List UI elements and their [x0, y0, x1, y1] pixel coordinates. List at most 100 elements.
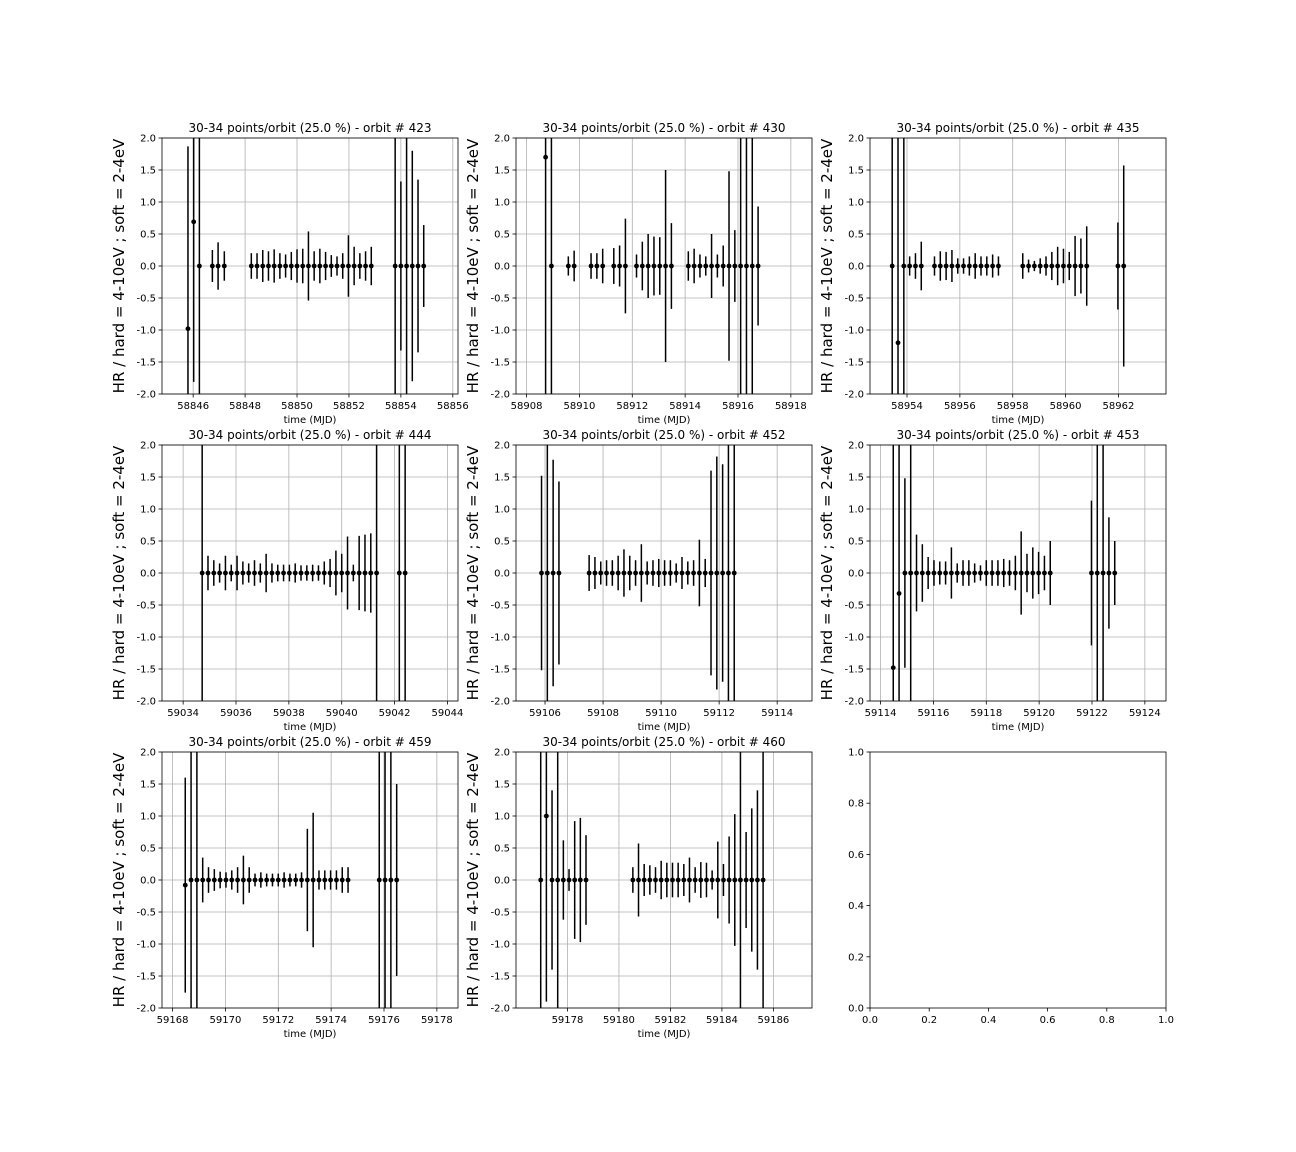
y-tick-label: -1.5 — [136, 972, 156, 983]
data-point — [316, 877, 322, 883]
x-tick-label: 0.0 — [862, 1015, 878, 1026]
y-tick-label: 1.0 — [140, 505, 156, 516]
data-point — [1043, 263, 1049, 269]
data-point — [1049, 263, 1055, 269]
data-series — [890, 445, 1118, 701]
data-point — [281, 877, 287, 883]
x-tick-label: 59106 — [529, 708, 561, 719]
data-point — [598, 570, 604, 576]
y-tick-label: -1.0 — [136, 940, 156, 951]
data-point — [943, 263, 949, 269]
x-tick-label: 58918 — [775, 401, 807, 412]
x-tick-label: 59110 — [645, 708, 677, 719]
y-tick-label: -2.0 — [490, 390, 510, 401]
chart-panel-3: -2.0 -1.5 -1.0 -0.5 0.0 0.5 1.0 1.5 2.0 58954 5895… — [818, 121, 1167, 426]
y-tick-label: 1.0 — [140, 812, 156, 823]
data-point — [714, 263, 720, 269]
data-point — [685, 570, 691, 576]
data-point — [749, 877, 755, 883]
data-point — [565, 263, 571, 269]
y-tick-label: 0.5 — [140, 844, 156, 855]
y-tick-label: -0.5 — [490, 908, 510, 919]
chart-title: 30-34 points/orbit (25.0 %) - orbit # 43… — [896, 121, 1139, 135]
data-point — [1007, 570, 1012, 576]
y-tick-label: -1.5 — [844, 665, 864, 676]
data-point — [663, 263, 668, 269]
data-point — [560, 877, 566, 883]
data-point — [1047, 570, 1053, 576]
data-point — [572, 877, 578, 883]
data-point — [217, 570, 223, 576]
data-point — [310, 877, 316, 883]
data-point — [298, 570, 304, 576]
x-tick-label: 59120 — [1023, 708, 1055, 719]
data-point — [621, 570, 627, 576]
data-point — [978, 570, 983, 576]
data-point — [206, 877, 211, 883]
x-tick-label: 58958 — [997, 401, 1029, 412]
data-point — [356, 570, 362, 576]
x-axis-label: time (MJD) — [284, 1029, 337, 1040]
data-point — [1100, 570, 1106, 576]
y-tick-label: -2.0 — [136, 697, 156, 708]
data-point — [205, 570, 211, 576]
data-point — [415, 263, 421, 269]
data-point — [1031, 263, 1037, 269]
data-point — [396, 570, 402, 576]
data-point — [662, 570, 667, 576]
y-tick-label: -2.0 — [136, 390, 156, 401]
x-tick-label: 0.4 — [980, 1015, 996, 1026]
data-point — [681, 877, 687, 883]
y-tick-label: 0.0 — [494, 262, 510, 273]
data-point — [656, 570, 662, 576]
data-point — [188, 877, 194, 883]
y-tick-label: 1.5 — [140, 780, 156, 791]
data-point — [943, 570, 948, 576]
data-point — [1012, 570, 1018, 576]
data-point — [1115, 263, 1121, 269]
data-point — [744, 263, 749, 269]
y-tick-label: 0.5 — [494, 844, 510, 855]
y-axis-label: HR / hard = 4-10eV ; soft = 2-4eV — [818, 138, 836, 393]
y-tick-label: 1.5 — [494, 473, 510, 484]
data-point — [634, 263, 639, 269]
data-point — [263, 570, 269, 576]
data-point — [1061, 263, 1066, 269]
data-point — [702, 570, 708, 576]
data-point — [644, 570, 650, 576]
data-point — [755, 263, 761, 269]
data-point — [1042, 570, 1047, 576]
data-point — [907, 263, 913, 269]
data-point — [199, 570, 205, 576]
data-point — [221, 263, 227, 269]
y-tick-label: 1.5 — [494, 166, 510, 177]
data-point — [704, 877, 709, 883]
x-tick-label: 59176 — [368, 1015, 400, 1026]
data-point — [1024, 570, 1030, 576]
data-point — [931, 570, 937, 576]
data-point — [200, 877, 206, 883]
data-point — [376, 877, 382, 883]
x-tick-label: 58856 — [437, 401, 469, 412]
y-tick-label: 0.5 — [140, 230, 156, 241]
data-point — [709, 263, 714, 269]
chart-panel-1: -2.0 -1.5 -1.0 -0.5 0.0 0.5 1.0 1.5 2.0 58846 5884… — [110, 121, 469, 426]
x-tick-label: 59180 — [603, 1015, 635, 1026]
data-point — [211, 570, 217, 576]
y-tick-label: 0.5 — [848, 230, 864, 241]
data-point — [639, 263, 645, 269]
data-point — [726, 263, 732, 269]
data-point — [685, 263, 691, 269]
y-axis-label: HR / hard = 4-10eV ; soft = 2-4eV — [464, 752, 482, 1007]
data-point — [984, 263, 990, 269]
data-point — [544, 570, 550, 576]
data-point — [760, 877, 766, 883]
y-tick-label: 0.0 — [140, 262, 156, 273]
data-point — [901, 263, 907, 269]
data-point — [949, 263, 955, 269]
data-point — [902, 570, 908, 576]
y-tick-label: -1.0 — [844, 326, 864, 337]
data-point — [925, 570, 931, 576]
y-axis-label: HR / hard = 4-10eV ; soft = 2-4eV — [818, 445, 836, 700]
chart-panel-7: -2.0 -1.5 -1.0 -0.5 0.0 0.5 1.0 1.5 2.0 59168 5917… — [110, 735, 459, 1040]
